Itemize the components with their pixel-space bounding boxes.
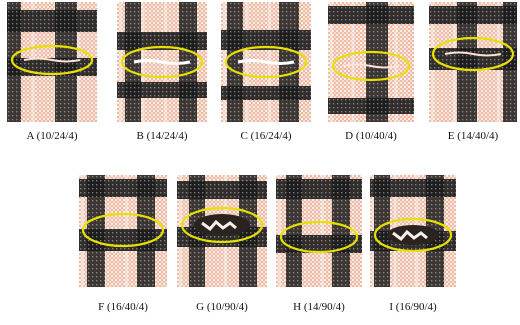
fabric-plaid-i [370,175,456,287]
panel-caption: G (10/90/4) [196,301,248,313]
panel-caption: C (16/24/4) [240,130,292,142]
damage-highlight-ellipse [10,44,94,76]
damage-highlight-ellipse [331,50,411,82]
panel-c: C (16/24/4) [221,2,311,147]
fabric-photo-e [429,2,517,122]
panel-a: A (10/24/4) [7,2,97,147]
fabric-plaid-e [429,2,517,122]
fabric-plaid-g [177,175,267,287]
fabric-plaid-d [328,2,414,122]
panel-caption: A (10/24/4) [26,130,78,142]
damage-highlight-ellipse [180,206,264,244]
fabric-plaid-f [79,175,167,287]
panel-d: D (10/40/4) [328,2,414,147]
panel-h: H (14/90/4) [276,175,362,320]
panel-caption: B (14/24/4) [136,130,188,142]
damage-highlight-ellipse [431,36,515,72]
damage-highlight-ellipse [279,220,359,254]
fabric-photo-h [276,175,362,287]
damage-highlight-ellipse [373,217,453,253]
panel-caption: D (10/40/4) [345,130,397,142]
fabric-plaid-c [221,2,311,122]
fabric-photo-d [328,2,414,122]
fabric-photo-g [177,175,267,287]
damage-highlight-ellipse [120,45,204,79]
panel-g: G (10/90/4) [177,175,267,320]
fabric-plaid-b [117,2,207,122]
fabric-photo-c [221,2,311,122]
panel-caption: E (14/40/4) [447,130,499,142]
damage-highlight-ellipse [81,212,165,248]
fabric-plaid-a [7,2,97,122]
panel-caption: F (16/40/4) [98,301,148,313]
panel-caption: I (16/90/4) [389,301,437,313]
panel-b: B (14/24/4) [117,2,207,147]
panel-e: E (14/40/4) [429,2,517,147]
fabric-plaid-h [276,175,362,287]
panel-f: F (16/40/4) [79,175,167,320]
damage-highlight-ellipse [224,45,308,79]
fabric-photo-i [370,175,456,287]
panel-i: I (16/90/4) [370,175,456,320]
fabric-photo-b [117,2,207,122]
fabric-photo-a [7,2,97,122]
fabric-photo-f [79,175,167,287]
panel-caption: H (14/90/4) [293,301,345,313]
